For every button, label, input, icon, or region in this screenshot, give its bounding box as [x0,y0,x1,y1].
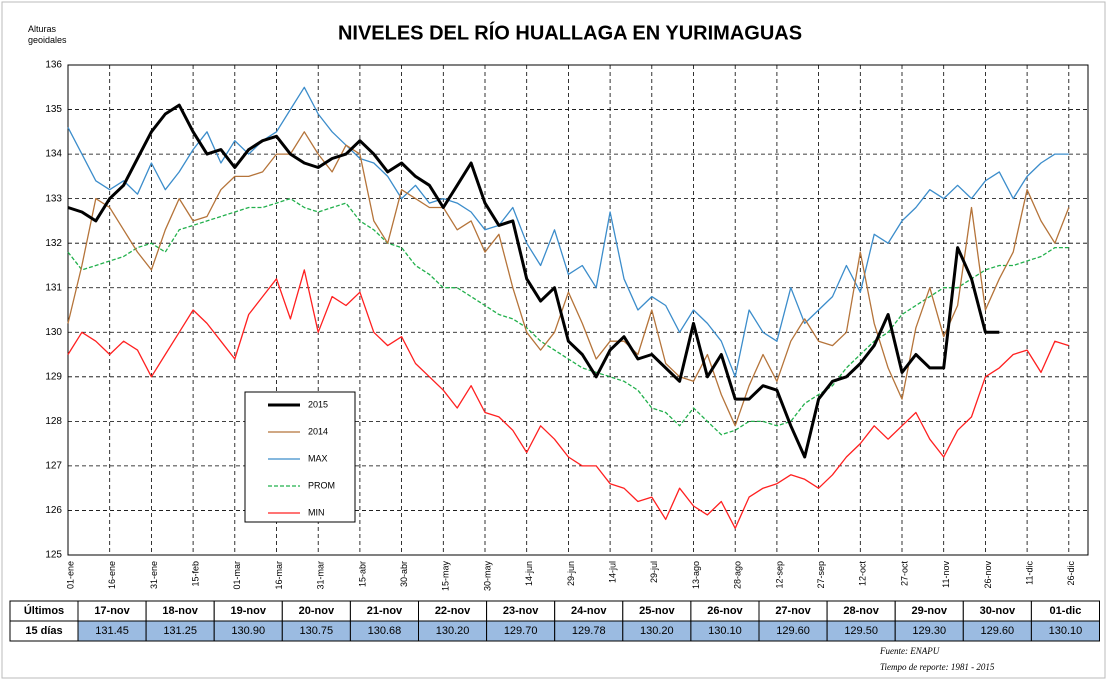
table-value: 130.10 [708,625,742,637]
legend-label: PROM [308,480,335,490]
plot-area [67,64,1089,556]
y-tick-label: 127 [45,461,62,472]
table-column-header: 27-nov [775,605,811,617]
table-column-header: 22-nov [435,605,471,617]
x-tick-label: 12-sep [774,561,784,589]
table-value: 129.60 [776,625,810,637]
y-tick-label: 131 [45,282,62,293]
y-tick-label: 135 [45,104,62,115]
x-tick-label: 29-jun [566,561,576,586]
table-value: 129.60 [981,625,1015,637]
table-row-header: 15 días [25,625,62,637]
x-tick-label: 26-nov [983,561,993,589]
table-column-header: 28-nov [843,605,879,617]
x-tick-label: 29-jul [649,561,659,583]
y-tick-label: 132 [45,238,62,249]
table-value: 130.75 [300,625,334,637]
y-axis-label-text: Alturas geoidales [28,24,67,45]
table-column-header: 18-nov [162,605,198,617]
x-tick-label: 14-jun [524,561,534,586]
table-column-header: 30-nov [980,605,1016,617]
chart-title: NIVELES DEL RÍO HUALLAGA EN YURIMAGUAS [338,21,802,44]
legend-label: 2014 [308,426,328,436]
annotation: Tiempo de reporte: 1981 - 2015 [880,662,995,672]
x-tick-label: 27-sep [816,561,826,589]
table-row-header: Últimos [24,604,64,617]
table-value: 130.20 [640,625,674,637]
x-tick-label: 11-nov [941,561,951,588]
table-column-header: 25-nov [639,605,675,617]
x-tick-label: 31-mar [316,561,326,590]
y-tick-label: 125 [45,550,62,561]
table-cell [1030,620,1101,642]
x-tick-label: 14-jul [607,561,617,583]
table-value: 129.78 [572,625,606,637]
x-tick-label: 16-mar [274,561,284,590]
series-line [67,269,1069,529]
table-value: 131.45 [95,625,129,637]
x-tick-label: 15-feb [190,561,200,587]
x-tick-label: 15-abr [357,561,367,587]
legend-box [244,391,356,523]
table-column-header: 17-nov [94,605,130,617]
table-column-header: 01-dic [1050,605,1082,617]
table-value: 130.10 [1049,625,1083,637]
x-tick-label: 01-ene [65,561,75,589]
y-tick-label: 129 [45,371,62,382]
x-tick-label: 11-dic [1024,561,1034,585]
y-axis-label: Alturas geoidales [28,24,67,45]
x-tick-label: 30-abr [399,561,409,587]
x-tick-label: 27-oct [899,561,909,587]
table-value: 130.68 [368,625,402,637]
y-tick-label: 133 [45,193,62,204]
table-column-header: 23-nov [503,605,539,617]
y-tick-label: 126 [45,505,62,516]
x-tick-label: 01-mar [232,561,242,590]
table-column-header: 20-nov [299,605,335,617]
legend-label: MIN [308,507,325,517]
y-tick-label: 136 [45,60,62,71]
table-value: 129.50 [844,625,878,637]
table-column-header: 24-nov [571,605,607,617]
x-tick-label: 13-ago [691,561,701,589]
legend-label: MAX [308,453,328,463]
x-tick-label: 16-ene [107,561,117,589]
series-line [67,197,1069,436]
table-value: 129.30 [912,625,946,637]
x-tick-label: 26-dic [1066,561,1076,586]
x-tick-label: 30-may [482,561,492,592]
y-tick-label: 130 [45,327,62,338]
table-column-header: 29-nov [912,605,948,617]
series-line [67,86,1069,378]
series-line [67,103,1000,459]
x-tick-label: 15-may [441,561,451,592]
legend-label: 2015 [308,399,328,409]
x-tick-label: 31-ene [149,561,159,589]
x-tick-label: 12-oct [858,561,868,587]
y-tick-label: 128 [45,416,62,427]
table-value: 130.20 [436,625,470,637]
table-value: 129.70 [504,625,538,637]
y-tick-label: 134 [45,149,62,160]
annotation: Fuente: ENAPU [879,646,940,656]
table-column-header: 26-nov [707,605,743,617]
table-column-header: 19-nov [231,605,267,617]
table-column-header: 21-nov [367,605,403,617]
series-line [67,131,1070,427]
table-value: 131.25 [163,625,197,637]
x-tick-label: 28-ago [733,561,743,589]
table-value: 130.90 [231,625,265,637]
